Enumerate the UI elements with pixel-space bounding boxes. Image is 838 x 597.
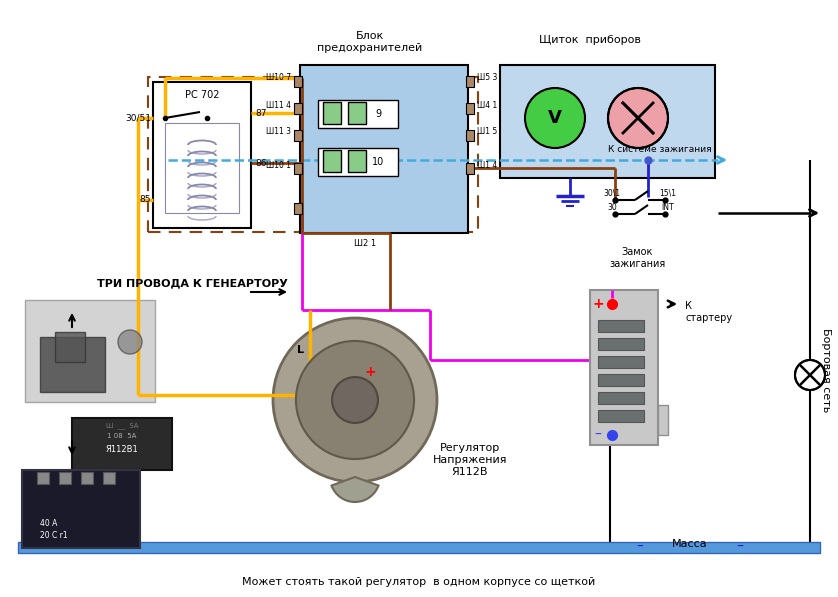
Text: Я112В1: Я112В1 [106, 445, 138, 454]
Text: +: + [592, 297, 604, 311]
Text: Ш11 3: Ш11 3 [266, 128, 291, 137]
Text: Может стоять такой регулятор  в одном корпусе со щеткой: Может стоять такой регулятор в одном кор… [242, 577, 596, 587]
Wedge shape [332, 477, 379, 502]
Text: Бортовая сеть: Бортовая сеть [821, 328, 831, 412]
Text: Масса: Масса [672, 539, 708, 549]
Bar [294, 203, 302, 214]
Text: Ш10 1: Ш10 1 [266, 161, 291, 170]
Text: Ш1 5: Ш1 5 [477, 128, 497, 137]
Text: Ш10 7: Ш10 7 [266, 73, 291, 82]
Bar [294, 103, 302, 114]
Circle shape [608, 88, 668, 148]
Bar [318, 100, 398, 128]
Circle shape [332, 377, 378, 423]
Text: Блок
предохранителей: Блок предохранителей [318, 31, 422, 53]
Bar [598, 374, 644, 386]
Text: 15\1: 15\1 [660, 189, 676, 198]
Text: Замок
зажигания: Замок зажигания [609, 247, 665, 269]
Text: L: L [297, 345, 303, 355]
Bar [590, 290, 658, 445]
Text: –: – [737, 540, 743, 554]
Circle shape [273, 318, 437, 482]
Circle shape [118, 330, 142, 354]
Bar [81, 472, 93, 484]
Bar [500, 65, 715, 178]
Bar [72, 418, 172, 470]
Text: 30\1: 30\1 [603, 189, 621, 198]
Circle shape [296, 341, 414, 459]
Text: 85: 85 [139, 195, 151, 205]
Bar [598, 338, 644, 350]
Text: 10: 10 [372, 157, 384, 167]
Bar [103, 472, 115, 484]
Text: Щиток  приборов: Щиток приборов [539, 35, 641, 45]
Bar [22, 470, 140, 548]
Bar [165, 123, 239, 213]
Text: 1 08  5А: 1 08 5А [107, 433, 137, 439]
Bar [466, 76, 474, 87]
Bar [300, 65, 468, 233]
Bar [294, 130, 302, 141]
Bar [18, 542, 820, 553]
Text: ТРИ ПРОВОДА К ГЕНЕАРТОРУ: ТРИ ПРОВОДА К ГЕНЕАРТОРУ [96, 278, 287, 288]
Text: –: – [595, 428, 602, 442]
Bar [323, 102, 341, 124]
Text: Ш5 3: Ш5 3 [477, 73, 498, 82]
Text: Ш1 4: Ш1 4 [477, 161, 497, 170]
Bar [25, 300, 155, 402]
Text: V: V [548, 109, 562, 127]
Bar [318, 148, 398, 176]
Bar [55, 332, 85, 362]
Text: 30/51: 30/51 [125, 113, 151, 122]
Circle shape [525, 88, 585, 148]
Bar [466, 103, 474, 114]
Bar [658, 405, 668, 435]
Text: РС 702: РС 702 [184, 90, 220, 100]
Bar [598, 320, 644, 332]
Text: –: – [637, 540, 644, 554]
Bar [40, 337, 105, 392]
Bar [294, 163, 302, 174]
Bar [148, 77, 478, 232]
Bar [37, 472, 49, 484]
Bar [153, 82, 251, 228]
Text: 40 А: 40 А [40, 519, 57, 528]
Bar [466, 163, 474, 174]
Bar [323, 150, 341, 172]
Text: +: + [365, 365, 375, 379]
Text: Регулятор
Напряжения
Я112В: Регулятор Напряжения Я112В [432, 444, 507, 476]
Bar [598, 356, 644, 368]
Text: 87: 87 [255, 109, 266, 118]
Text: Ш2 1: Ш2 1 [354, 239, 376, 248]
Bar [466, 130, 474, 141]
Bar [294, 76, 302, 87]
Text: Ш4 1: Ш4 1 [477, 100, 497, 109]
Text: К системе зажигания: К системе зажигания [608, 146, 711, 155]
Bar [59, 472, 71, 484]
Text: INT: INT [662, 204, 675, 213]
Bar [598, 392, 644, 404]
Bar [348, 150, 366, 172]
Text: Ш11 4: Ш11 4 [266, 100, 291, 109]
Text: 86: 86 [255, 158, 266, 168]
Text: 9: 9 [375, 109, 381, 119]
Text: 20 C r1: 20 C r1 [40, 531, 68, 540]
Bar [598, 410, 644, 422]
Text: 30: 30 [607, 204, 617, 213]
Circle shape [795, 360, 825, 390]
Text: К
стартеру: К стартеру [685, 301, 732, 323]
Text: Ш  __  SА: Ш __ SА [106, 423, 138, 429]
Bar [348, 102, 366, 124]
